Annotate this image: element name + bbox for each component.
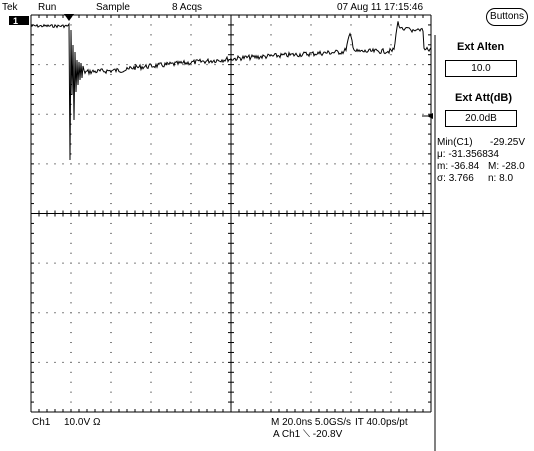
ext-att-db-value[interactable]: 20.0dB (445, 110, 517, 127)
trigger-level-arrow[interactable] (422, 113, 433, 119)
trigger-position-marker[interactable] (64, 14, 74, 21)
measurement-min-label: Min(C1) (437, 137, 473, 148)
ext-att-db-label: Ext Att(dB) (455, 92, 513, 104)
ch1-ground-marker[interactable]: 1 (9, 16, 29, 26)
volts-per-div: 10.0V (64, 417, 91, 428)
measurement-min-value: -29.25V (490, 137, 526, 148)
ch1-marker-label: 1 (13, 16, 18, 26)
measurement-max-stat: M: -28.0 (488, 161, 525, 172)
date-time: 07 Aug 11 17:15:46 (337, 2, 424, 13)
coupling-icon: Ω (93, 417, 101, 428)
brand-label: Tek (2, 2, 18, 13)
ext-atten-label: Ext Alten (457, 41, 505, 53)
trigger-readout: A Ch1 ⟍ -20.8V (273, 429, 343, 440)
ch1-waveform-trace (30, 21, 432, 161)
interpolation-readout: IT 40.0ps/pt (355, 417, 408, 428)
acquisition-mode: Sample (96, 2, 130, 13)
timebase-readout: M 20.0ns 5.0GS/s (271, 417, 352, 428)
run-state[interactable]: Run (38, 2, 57, 13)
measurement-mean: μ: -31.356834 (437, 149, 499, 160)
ext-atten-value[interactable]: 10.0 (445, 60, 517, 77)
graticule (30, 14, 432, 413)
channel-label: Ch1 (32, 417, 51, 428)
acquisition-count: 8 Acqs (172, 2, 203, 13)
measurement-min-stat: m: -36.84 (437, 161, 480, 172)
measurement-count: n: 8.0 (488, 173, 514, 184)
measurement-std-dev: σ: 3.766 (437, 173, 474, 184)
buttons-button[interactable]: Buttons (486, 8, 528, 26)
